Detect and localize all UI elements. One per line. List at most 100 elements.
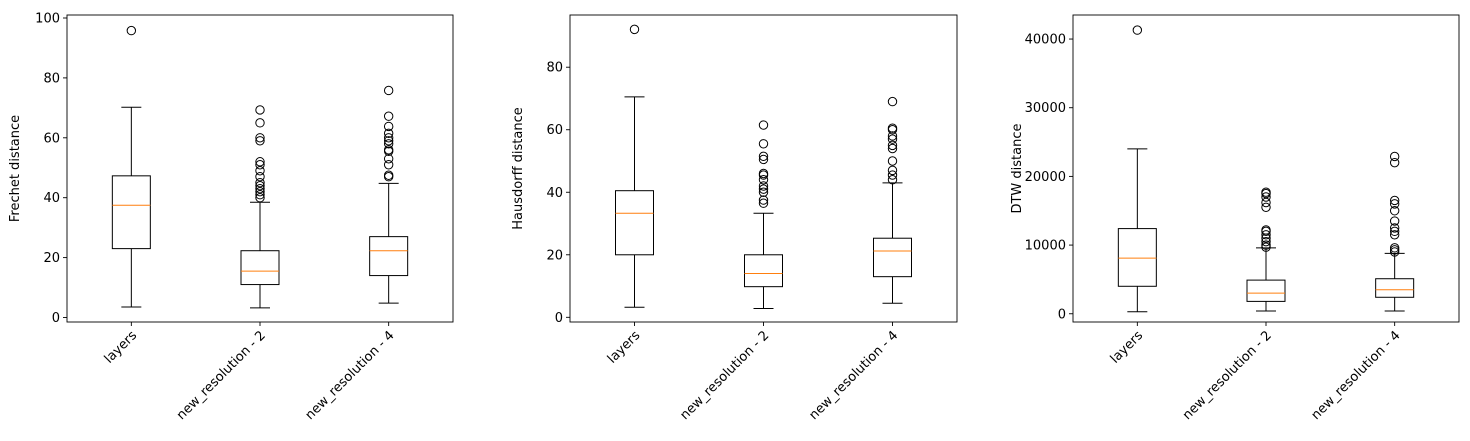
- y-axis-label: DTW distance: [1010, 123, 1025, 213]
- x-tick-label: new_resolution - 2: [677, 328, 772, 423]
- y-tick-label: 20: [546, 248, 563, 263]
- iqr-box: [744, 254, 783, 288]
- outlier-point: [255, 172, 265, 182]
- y-tick-label: 30000: [1025, 101, 1066, 116]
- outlier-point: [1389, 223, 1400, 233]
- outlier-point: [887, 134, 898, 144]
- y-axis-label: Frechet distance: [8, 115, 23, 222]
- outlier-point: [255, 157, 265, 167]
- outlier-point: [255, 133, 265, 143]
- box-1: [615, 24, 654, 308]
- outlier-point: [887, 96, 898, 107]
- box-3: [369, 85, 409, 304]
- outlier-point: [1261, 225, 1271, 235]
- y-axis-label: Hausdorff distance: [511, 107, 526, 229]
- outlier-point: [758, 187, 769, 197]
- outlier-point: [1389, 195, 1400, 206]
- outlier-point: [255, 136, 265, 146]
- box-3: [1375, 151, 1415, 312]
- y-tick-label: 80: [43, 71, 60, 86]
- iqr-box: [369, 236, 409, 277]
- outlier-point: [383, 136, 394, 146]
- outlier-point: [383, 133, 394, 143]
- outlier-point: [758, 168, 769, 179]
- outlier-point: [383, 85, 394, 96]
- iqr-box: [615, 190, 654, 256]
- y-tick-label: 40000: [1025, 33, 1066, 48]
- outlier-point: [255, 166, 265, 176]
- outlier-point: [383, 145, 394, 155]
- outlier-point: [887, 131, 898, 141]
- outlier-point: [1261, 192, 1271, 202]
- outlier-point: [887, 175, 898, 185]
- x-tick-label: new_resolution - 4: [303, 328, 398, 423]
- x-tick-label: new_resolution - 2: [1180, 328, 1275, 423]
- outlier-point: [1132, 25, 1143, 35]
- x-tick-label: new_resolution - 4: [1309, 328, 1404, 423]
- box-2: [1246, 187, 1286, 312]
- outlier-point: [383, 139, 394, 149]
- outlier-point: [758, 175, 769, 185]
- y-tick-label: 60: [546, 123, 563, 138]
- outlier-point: [758, 195, 769, 205]
- box-2: [744, 120, 783, 310]
- y-tick-label: 0: [52, 311, 60, 326]
- outlier-point: [1389, 216, 1400, 226]
- outlier-point: [1261, 187, 1271, 197]
- x-tick-label: layers: [102, 328, 141, 367]
- iqr-box: [1246, 279, 1286, 302]
- outlier-point: [255, 184, 265, 194]
- chart-panel-1: 0 20 40 60 80 100 Frechet distance layers new_re…: [8, 11, 454, 423]
- y-tick-label: 80: [546, 61, 563, 76]
- outlier-point: [887, 140, 898, 151]
- outlier-point: [255, 105, 265, 115]
- outlier-point: [758, 120, 769, 130]
- outlier-point: [1261, 240, 1271, 250]
- x-tick-label: new_resolution - 4: [806, 328, 901, 423]
- y-tick-label: 40: [546, 186, 563, 201]
- outlier-point: [629, 24, 640, 35]
- iqr-box: [1375, 278, 1415, 298]
- outlier-point: [255, 178, 265, 188]
- y-tick-label: 0: [555, 311, 563, 326]
- x-tick-label: new_resolution - 2: [174, 328, 269, 423]
- box-2: [240, 105, 280, 309]
- outlier-point: [758, 184, 769, 194]
- outlier-point: [1261, 230, 1271, 240]
- outlier-point: [1389, 243, 1400, 253]
- outlier-point: [887, 143, 898, 154]
- outlier-point: [1261, 236, 1271, 247]
- box-1: [1117, 25, 1157, 313]
- outlier-point: [383, 170, 394, 180]
- iqr-box: [1117, 228, 1157, 287]
- axes-frame: [569, 14, 958, 323]
- outlier-point: [383, 111, 394, 121]
- outlier-point: [255, 190, 265, 200]
- y-tick-label: 60: [43, 131, 60, 146]
- outlier-point: [758, 198, 769, 208]
- outlier-point: [1389, 206, 1400, 216]
- y-tick-label: 0: [1058, 307, 1066, 322]
- y-tick-label: 40: [43, 191, 60, 206]
- outlier-point: [126, 25, 137, 36]
- x-tick-label: layers: [605, 328, 644, 367]
- iqr-box: [111, 175, 151, 250]
- outlier-point: [887, 170, 898, 180]
- y-tick-label: 10000: [1025, 239, 1066, 254]
- outlier-point: [758, 154, 769, 165]
- y-tick-label: 20000: [1025, 170, 1066, 185]
- y-tick-label: 100: [35, 11, 60, 26]
- outlier-point: [383, 128, 394, 139]
- outlier-point: [1389, 230, 1400, 240]
- outlier-point: [1389, 157, 1400, 168]
- outlier-point: [255, 181, 265, 191]
- outlier-point: [255, 118, 265, 128]
- box-3: [873, 96, 912, 304]
- outlier-point: [1261, 202, 1271, 213]
- outlier-point: [1389, 199, 1400, 209]
- iqr-box: [873, 237, 912, 278]
- outlier-point: [383, 154, 394, 164]
- iqr-box: [240, 250, 280, 286]
